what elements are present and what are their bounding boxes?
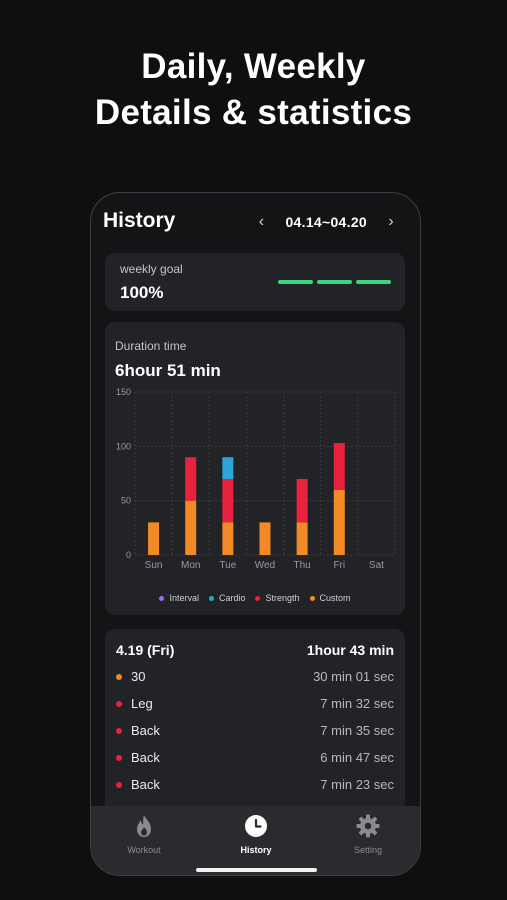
gear-icon	[356, 814, 380, 838]
tab-history-label: History	[240, 845, 272, 855]
bar-custom-tue	[222, 522, 234, 555]
exercise-name: Back	[131, 723, 160, 738]
weekly-goal-progress	[278, 280, 391, 284]
x-tick-label: Thu	[294, 560, 311, 571]
legend-dot	[159, 595, 165, 601]
weekly-goal-label: weekly goal	[120, 262, 183, 276]
exercise-duration: 30 min 01 sec	[313, 669, 394, 684]
legend-label: Strength	[265, 593, 300, 603]
goal-segment	[278, 280, 313, 284]
duration-chart: 0 50 100 150 Sun Mon Tue Wed Thu Fri Sat	[116, 387, 396, 571]
x-tick-label: Sun	[145, 560, 163, 571]
x-tick-label: Wed	[255, 560, 275, 571]
legend-item-interval: Interval	[159, 593, 199, 603]
legend-item-custom: Custom	[309, 593, 351, 603]
home-indicator	[196, 868, 317, 872]
chevron-right-icon[interactable]: ›	[388, 213, 394, 230]
day-detail-card: 4.19 (Fri) 1hour 43 min 30 30 min 01 sec L…	[105, 629, 405, 829]
exercise-duration: 7 min 23 sec	[320, 777, 394, 792]
flame-icon	[137, 815, 151, 837]
legend-dot	[309, 595, 315, 601]
bar-custom-sun	[148, 522, 160, 555]
list-item[interactable]: Back 6 min 47 sec	[116, 750, 394, 765]
list-item[interactable]: Leg 7 min 32 sec	[116, 696, 394, 711]
legend-label: Cardio	[218, 593, 246, 603]
chart-legend: Interval Cardio Strength Custom	[105, 593, 405, 603]
bar-custom-fri	[333, 489, 345, 555]
list-item[interactable]: Back 7 min 35 sec	[116, 723, 394, 738]
day-detail-date: 4.19 (Fri)	[116, 642, 175, 658]
legend-dot	[208, 595, 214, 601]
exercise-duration: 6 min 47 sec	[320, 750, 394, 765]
weekly-goal-card: weekly goal 100%	[105, 253, 405, 311]
bar-custom-wed	[259, 522, 271, 555]
bar-custom-mon	[185, 500, 197, 555]
goal-segment	[356, 280, 391, 284]
y-tick-label: 50	[121, 496, 131, 506]
x-tick-label: Fri	[333, 560, 345, 571]
page-title: History	[103, 209, 176, 232]
legend-label: Custom	[319, 593, 351, 603]
duration-value: 6hour 51 min	[115, 361, 221, 380]
exercise-name: Leg	[131, 696, 153, 711]
bar-cardio-tue	[222, 457, 234, 479]
exercise-name: Back	[131, 777, 160, 792]
x-tick-label: Sat	[369, 560, 384, 571]
y-tick-label: 100	[116, 441, 131, 451]
tab-setting-label: Setting	[353, 845, 383, 855]
day-detail-header: 4.19 (Fri) 1hour 43 min	[116, 642, 394, 658]
duration-label: Duration time	[115, 339, 187, 353]
category-dot	[116, 781, 122, 788]
headline-line-1: Daily, Weekly	[141, 47, 366, 86]
clock-icon	[245, 815, 267, 837]
exercise-name: Back	[131, 750, 160, 765]
legend-label: Interval	[169, 593, 199, 603]
bar-strength-tue	[222, 478, 234, 523]
list-item[interactable]: Back 7 min 23 sec	[116, 777, 394, 792]
tab-workout[interactable]: Workout	[99, 813, 189, 855]
category-dot	[116, 754, 122, 761]
chevron-left-icon[interactable]: ‹	[258, 213, 265, 230]
legend-dot	[255, 595, 261, 601]
exercise-name: 30	[131, 669, 146, 684]
bar-strength-fri	[333, 443, 345, 490]
x-tick-label: Tue	[219, 560, 236, 571]
y-tick-label: 150	[116, 387, 131, 397]
weekly-goal-value: 100%	[120, 283, 164, 302]
category-dot	[116, 673, 122, 680]
category-dot	[116, 727, 122, 734]
tab-workout-label: Workout	[127, 845, 161, 855]
tab-bar: Workout History	[91, 806, 420, 875]
y-tick-label: 0	[126, 550, 131, 560]
bar-strength-mon	[185, 457, 197, 501]
category-dot	[116, 700, 122, 707]
day-detail-total: 1hour 43 min	[306, 642, 394, 658]
goal-segment	[317, 280, 352, 284]
headline-line-2: Details & statistics	[94, 93, 413, 132]
x-tick-label: Mon	[181, 560, 200, 571]
legend-item-cardio: Cardio	[208, 593, 246, 603]
tab-setting[interactable]: Setting	[323, 813, 413, 855]
exercise-duration: 7 min 35 sec	[320, 723, 394, 738]
bar-strength-thu	[296, 478, 308, 523]
tab-history[interactable]: History	[211, 813, 301, 855]
date-range: 04.14~04.20	[285, 214, 367, 230]
bar-custom-thu	[296, 522, 308, 555]
date-navigator: ‹ 04.14~04.20 ›	[254, 213, 398, 231]
exercise-duration: 7 min 32 sec	[320, 696, 394, 711]
list-item[interactable]: 30 30 min 01 sec	[116, 669, 394, 684]
phone-frame: History ‹ 04.14~04.20 › weekly goal 100%…	[90, 192, 421, 876]
legend-item-strength: Strength	[255, 593, 300, 603]
headline: Daily, Weekly Details & statistics	[0, 44, 507, 136]
duration-card: Duration time 6hour 51 min 0 50 100 150 Sun M…	[105, 322, 405, 615]
